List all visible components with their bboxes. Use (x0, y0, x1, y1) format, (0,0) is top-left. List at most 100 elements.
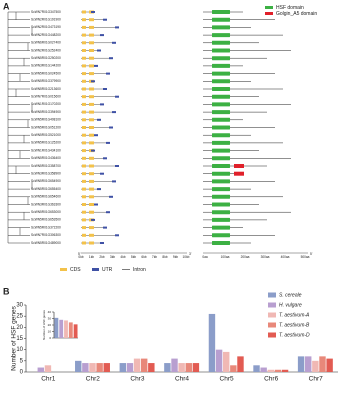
kb-tick: 1kb (89, 255, 94, 259)
utr (103, 18, 107, 21)
y-axis-title: Number of HSF genes (11, 305, 18, 370)
cds (82, 149, 86, 153)
bar (103, 363, 110, 372)
utr (115, 95, 119, 98)
utr (94, 64, 98, 67)
aa-tick: 300aa (261, 255, 270, 259)
gene-name: ScWN5R01G408100 (31, 118, 61, 122)
aa-tick: 0aa (202, 255, 208, 259)
hsf-domain (212, 241, 230, 245)
hsf-domain (212, 125, 230, 130)
cds (82, 179, 86, 183)
hsf-domain (212, 171, 230, 176)
hsf-domain (212, 233, 230, 238)
gene-name: ScWN5R01G489000 (31, 241, 61, 245)
kb-tick: 0kb (78, 255, 83, 259)
aa-tick: 400aa (281, 255, 290, 259)
y-tick-label: 0 (20, 370, 24, 376)
hsf-domain (212, 225, 230, 230)
utr (97, 49, 101, 52)
hsf-domain (212, 217, 230, 222)
cds (82, 102, 86, 106)
bar (305, 356, 312, 372)
cds (89, 126, 94, 129)
hsf-domain (212, 140, 230, 145)
bar (326, 358, 333, 372)
end-label: 3' (189, 252, 192, 256)
bar (260, 367, 267, 372)
cds (89, 187, 94, 191)
gene-name: ScWN5R01G372200 (31, 225, 61, 229)
gene-name: ScWN5R01G379900 (31, 79, 61, 83)
cds (89, 156, 94, 160)
hsf-domain (212, 25, 230, 30)
bar (54, 317, 59, 338)
cds (82, 79, 86, 83)
bar (68, 322, 73, 338)
golgin-domain (234, 171, 244, 176)
panel-label: B (3, 286, 10, 296)
cds (89, 133, 94, 137)
utr (103, 157, 107, 160)
x-tick-label: Chr4 (175, 376, 189, 383)
x-tick-label: Chr1 (41, 376, 55, 383)
aa-tick: 500aa (301, 255, 310, 259)
legend-text: Intron (133, 267, 146, 273)
gene-name: ScWN3R01G363300 (31, 202, 61, 206)
utr (91, 218, 95, 221)
utr (115, 165, 119, 167)
bar (75, 360, 82, 372)
cds (89, 210, 94, 214)
x-tick-label: Chr3 (130, 376, 144, 383)
cds (89, 241, 94, 245)
legend-text: H. vulgare (279, 302, 302, 308)
hsf-domain (212, 94, 230, 99)
cds (89, 118, 94, 122)
legend-swatch (268, 292, 276, 298)
y-tick-label: 10 (16, 347, 23, 353)
bar (64, 320, 68, 338)
gene-name: ScWN5R01G653500 (31, 218, 61, 222)
hsf-domain (212, 56, 230, 61)
cds (89, 179, 94, 183)
utr (103, 88, 107, 90)
bar (133, 358, 141, 372)
gene-name: ScWN5R01G358700 (31, 164, 61, 168)
cds (89, 64, 94, 68)
cds (89, 72, 94, 76)
kb-tick: 5kb (131, 255, 136, 259)
y-tick-label: 10 (48, 329, 52, 333)
hsf-domain (212, 87, 230, 91)
gene-name: ScWN7R01G015600 (31, 95, 61, 99)
utr (97, 188, 101, 191)
hsf-domain (212, 156, 230, 161)
utr (112, 41, 116, 44)
cds (89, 41, 94, 45)
gene-name: ScWN2R01G448200 (31, 33, 61, 37)
cds (82, 10, 86, 14)
hsf-domain (212, 179, 230, 184)
kb-tick: 6kb (141, 255, 146, 259)
hsf-domain (212, 164, 230, 168)
hsf-domain (212, 40, 230, 45)
bar (185, 363, 192, 372)
end-label: 5' (310, 252, 313, 256)
utr (112, 111, 116, 114)
bar (253, 365, 260, 372)
kb-tick: 4kb (120, 255, 125, 259)
gene-name: ScWN5R01G024500 (31, 71, 61, 75)
hsf-domain (212, 33, 230, 38)
bar (44, 365, 52, 372)
gene-name: ScWN5R01G654900 (31, 179, 61, 183)
hsf-domain (212, 194, 230, 199)
cds (82, 64, 86, 68)
hsf-domain (212, 148, 230, 153)
cds (82, 72, 86, 76)
aa-tick: 200aa (241, 255, 250, 259)
utr (91, 80, 95, 83)
utr (94, 134, 98, 137)
bar (274, 369, 282, 372)
x-tick-label: Chr6 (264, 376, 278, 383)
y-tick-label: 30 (16, 303, 23, 309)
bar (312, 360, 319, 372)
